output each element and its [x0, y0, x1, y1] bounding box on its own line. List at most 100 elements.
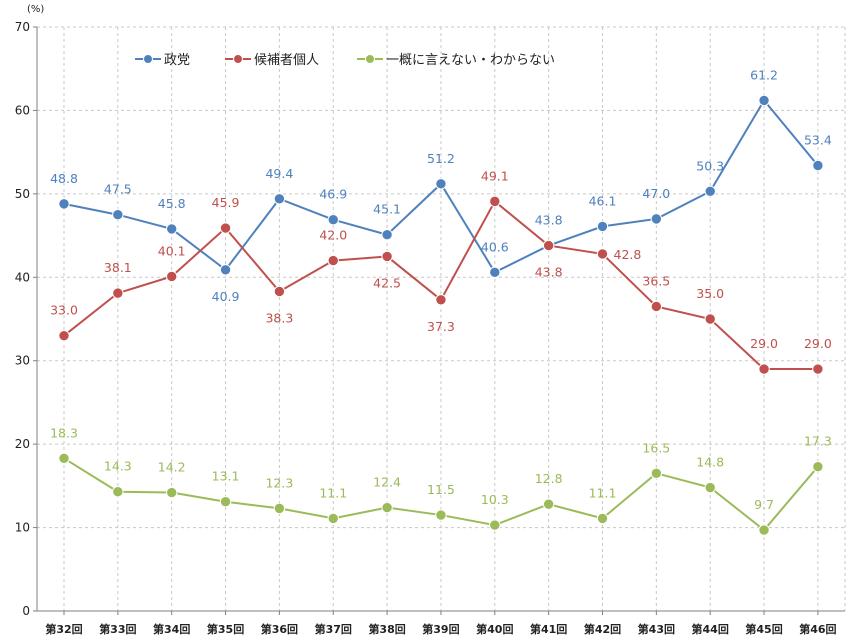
data-label: 14.2: [158, 460, 186, 475]
data-point: [650, 467, 663, 480]
legend-marker: [233, 54, 243, 64]
data-point: [219, 496, 232, 508]
data-label: 49.1: [481, 168, 509, 183]
data-point: [596, 512, 609, 525]
y-axis-ticks: 0 10 20 30 40 50 60 70: [15, 20, 37, 618]
data-point: [596, 248, 609, 260]
data-point: [327, 214, 339, 226]
x-tick-label: 第46回: [799, 622, 836, 636]
x-tick-label: 第32回: [45, 622, 82, 636]
data-point: [58, 198, 70, 210]
data-label: 40.1: [158, 243, 186, 258]
data-label: 38.1: [104, 260, 132, 275]
data-point: [812, 363, 824, 375]
data-label: 10.3: [481, 492, 509, 507]
data-label: 9.7: [754, 497, 774, 512]
legend-marker: [365, 54, 375, 64]
x-tick-label: 第35回: [207, 622, 244, 636]
data-point: [435, 178, 447, 190]
data-label: 42.5: [373, 275, 401, 290]
data-label: 33.0: [50, 303, 78, 318]
x-tick-label: 第42回: [584, 622, 621, 636]
data-point: [704, 313, 716, 325]
data-point: [381, 250, 393, 263]
x-tick-label: 第44回: [692, 622, 729, 636]
data-label: 29.0: [750, 336, 778, 351]
data-label: 42.0: [319, 228, 347, 243]
data-label: 46.9: [319, 187, 347, 202]
data-point: [273, 193, 286, 205]
data-label: 48.8: [50, 171, 78, 186]
data-point: [812, 159, 824, 172]
y-tick-label: 30: [15, 354, 30, 368]
data-label: 42.8: [614, 247, 642, 262]
data-point: [650, 300, 663, 313]
data-point: [112, 485, 124, 498]
data-label: 45.1: [373, 202, 401, 217]
data-label: 40.6: [481, 239, 509, 254]
x-tick-label: 第34回: [153, 622, 190, 636]
data-label: 11.1: [319, 485, 347, 500]
data-label: 13.1: [212, 469, 240, 484]
data-point: [273, 502, 286, 515]
data-label: 12.4: [373, 475, 401, 490]
data-point: [273, 285, 286, 298]
data-point: [381, 501, 393, 514]
data-label: 45.9: [212, 195, 240, 210]
data-label: 46.1: [589, 193, 617, 208]
x-tick-label: 第39回: [422, 622, 459, 636]
x-tick-label: 第33回: [99, 622, 136, 636]
data-label: 16.5: [642, 440, 670, 455]
data-label: 18.3: [50, 425, 78, 440]
data-label: 14.3: [104, 459, 132, 474]
data-point: [219, 222, 232, 234]
data-label: 36.5: [642, 273, 670, 288]
data-point: [58, 452, 70, 465]
data-point: [112, 209, 124, 221]
data-point: [704, 481, 716, 494]
data-label: 61.2: [750, 67, 778, 82]
data-label: 14.8: [696, 455, 724, 470]
data-point: [489, 519, 501, 531]
data-label: 11.1: [589, 485, 617, 500]
data-point: [327, 254, 339, 267]
data-point: [758, 524, 770, 536]
series-group: [58, 94, 824, 536]
data-point: [489, 266, 501, 278]
data-label: 12.3: [265, 475, 293, 490]
data-point: [435, 294, 447, 306]
data-label: 53.4: [804, 132, 832, 147]
data-label: 43.8: [535, 265, 563, 280]
data-point: [166, 270, 178, 283]
data-point: [166, 486, 178, 499]
data-point: [758, 363, 770, 375]
x-tick-label: 第43回: [638, 622, 675, 636]
data-point: [58, 329, 70, 342]
x-tick-label: 第40回: [476, 622, 513, 636]
data-label: 29.0: [804, 336, 832, 351]
data-label: 37.3: [427, 319, 455, 334]
data-point: [704, 185, 716, 198]
data-label: 50.3: [696, 158, 724, 173]
data-point: [327, 512, 339, 525]
data-point: [112, 287, 124, 299]
data-point: [489, 195, 501, 208]
y-tick-label: 50: [15, 187, 30, 201]
data-label: 11.5: [427, 482, 455, 497]
x-axis-ticks: 第32回 第33回 第34回 第35回 第36回 第37回 第38回 第39回 第40回 第41回…: [45, 611, 837, 636]
data-point: [596, 220, 609, 233]
data-labels: 48.8 47.5 45.8 40.9 49.4 46.9 45.1 51.2 40.6 43.8…: [50, 67, 832, 512]
data-label: 35.0: [696, 286, 724, 301]
x-tick-label: 第45回: [745, 622, 782, 636]
data-label: 43.8: [535, 213, 563, 228]
data-point: [435, 509, 447, 521]
data-label: 49.4: [265, 166, 293, 181]
data-label: 12.8: [535, 471, 563, 486]
data-label: 17.3: [804, 434, 832, 449]
y-unit-label: (%): [27, 4, 44, 15]
y-tick-label: 70: [15, 20, 30, 34]
data-label: 45.8: [158, 196, 186, 211]
legend: 政党 候補者個人 一概に言えない・わからない: [135, 53, 555, 68]
x-tick-label: 第36回: [261, 622, 298, 636]
